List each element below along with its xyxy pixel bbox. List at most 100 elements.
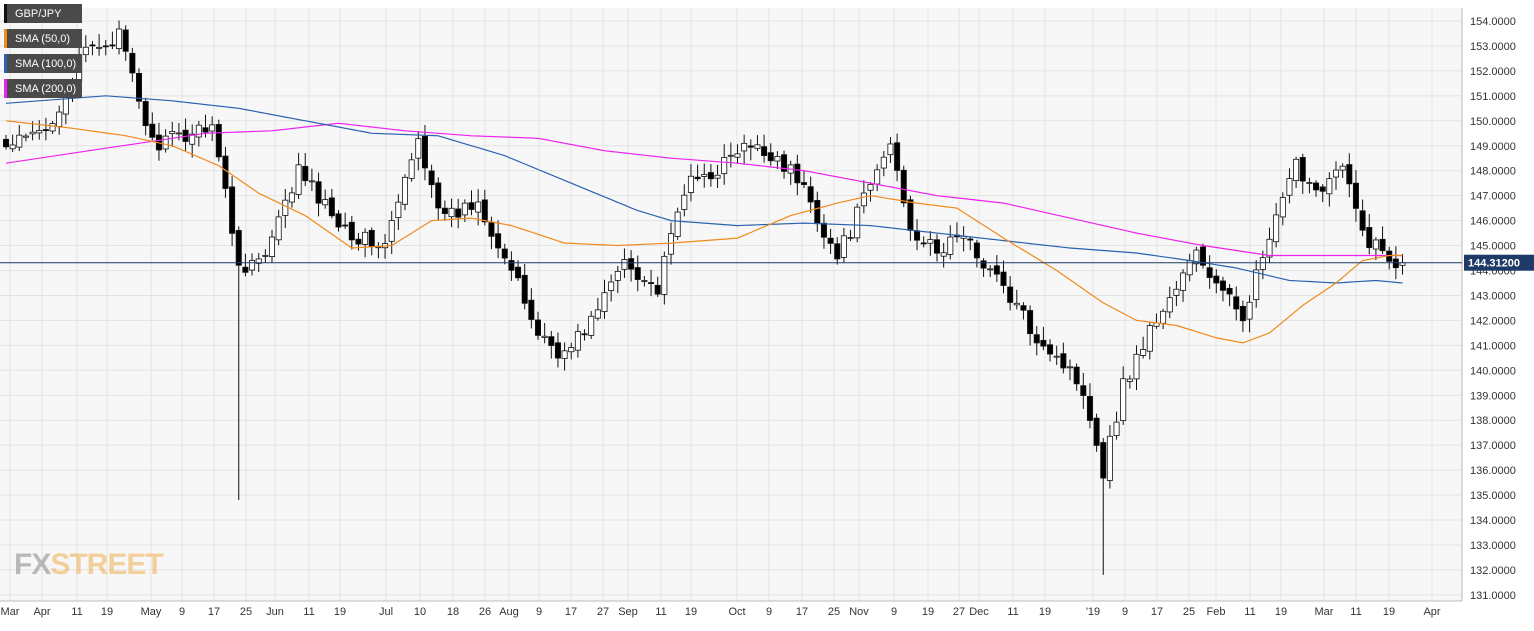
- legend-swatch-symbol: [4, 4, 7, 23]
- candle-bear: [654, 284, 661, 295]
- legend-item-sma100[interactable]: SMA (100,0): [4, 54, 83, 73]
- candle-bull: [714, 174, 721, 179]
- candle-bear: [528, 299, 535, 320]
- candle-bull: [847, 237, 854, 239]
- candle-bull: [262, 254, 269, 257]
- x-tick-label: 17: [1151, 606, 1163, 618]
- candle-bull: [82, 46, 89, 56]
- candle-bear: [468, 202, 475, 210]
- candle-bear: [907, 199, 914, 231]
- fxstreet-logo: FXSTREET: [14, 548, 164, 582]
- candle-bear: [967, 238, 974, 241]
- x-tick-label: Jun: [266, 606, 284, 618]
- candle-bear: [235, 230, 242, 266]
- candle-bull: [415, 138, 422, 159]
- candle-bear: [1379, 238, 1386, 252]
- candle-bear: [801, 182, 808, 185]
- candle-bull: [1259, 257, 1266, 270]
- candle-bear: [1366, 227, 1373, 249]
- candle-bear: [894, 142, 901, 171]
- candle-bull: [1246, 301, 1253, 320]
- x-tick-label: 27: [953, 606, 965, 618]
- candle-bear: [1100, 442, 1107, 479]
- candle-bull: [854, 206, 861, 239]
- candle-bull: [541, 335, 548, 338]
- x-tick-label: 9: [766, 606, 772, 618]
- candle-bull: [1146, 325, 1153, 352]
- candle-bear: [1047, 344, 1054, 355]
- x-tick-label: May: [141, 606, 162, 618]
- candle-bull: [475, 201, 482, 213]
- candle-bull: [1053, 355, 1060, 358]
- x-tick-label: 17: [208, 606, 220, 618]
- candle-bull: [614, 270, 621, 281]
- y-tick-label: 150.0000: [1470, 116, 1516, 128]
- y-tick-label: 139.0000: [1470, 390, 1516, 402]
- candle-bear: [827, 237, 834, 244]
- x-tick-label: 9: [536, 606, 542, 618]
- candle-bull: [1306, 182, 1313, 184]
- candle-bull: [681, 194, 688, 210]
- candle-bull: [29, 131, 36, 135]
- candle-bull: [1333, 169, 1340, 178]
- candle-bear: [1213, 275, 1220, 284]
- legend-item-sma200[interactable]: SMA (200,0): [4, 79, 83, 98]
- y-tick-label: 151.0000: [1470, 91, 1516, 103]
- x-tick-label: Apr: [33, 606, 50, 618]
- candle-bull: [1133, 353, 1140, 380]
- candle-bull: [209, 124, 216, 132]
- x-tick-label: 9: [179, 606, 185, 618]
- candle-bull: [169, 131, 176, 134]
- candle-bull: [674, 211, 681, 237]
- x-tick-label: Apr: [1423, 606, 1440, 618]
- candle-bear: [149, 123, 156, 138]
- candle-bull: [1273, 214, 1280, 243]
- y-tick-label: 132.0000: [1470, 565, 1516, 577]
- candle-bull: [940, 252, 947, 257]
- candle-bear: [348, 221, 355, 241]
- candle-bear: [1352, 182, 1359, 209]
- candle-bull: [96, 46, 103, 49]
- candle-bear: [814, 200, 821, 225]
- y-tick-label: 135.0000: [1470, 490, 1516, 502]
- candle-bear: [1233, 296, 1240, 310]
- x-tick-label: Oct: [728, 606, 745, 618]
- candle-bear: [135, 73, 142, 102]
- candle-bear: [222, 155, 229, 189]
- candle-bear: [1206, 267, 1213, 278]
- candle-bear: [1093, 417, 1100, 446]
- y-tick-label: 154.0000: [1470, 16, 1516, 28]
- candle-bull: [1279, 197, 1286, 218]
- candle-bear: [980, 260, 987, 269]
- candle-bear: [335, 213, 342, 228]
- sma-50-line: [5, 120, 1403, 344]
- x-tick-label: Jul: [379, 606, 393, 618]
- candle-bear: [89, 44, 96, 47]
- candle-bull: [1113, 421, 1120, 436]
- candle-bull: [867, 183, 874, 191]
- x-tick-label: 11: [1350, 606, 1361, 618]
- legend-item-sma50[interactable]: SMA (50,0): [4, 29, 83, 48]
- candle-bear: [3, 138, 9, 148]
- x-tick-label: 11: [1007, 606, 1018, 618]
- candle-bull: [687, 175, 694, 193]
- candle-bear: [1073, 366, 1080, 385]
- candle-bull: [927, 239, 934, 244]
- candle-bull: [255, 258, 262, 264]
- y-tick-label: 131.0000: [1470, 590, 1516, 602]
- candle-bear: [521, 274, 528, 304]
- current-price-box: [1464, 254, 1534, 271]
- candle-bull: [16, 134, 23, 148]
- candle-bull: [395, 201, 402, 218]
- candle-bear: [1319, 186, 1326, 192]
- candle-bear: [435, 182, 442, 209]
- candle-bull: [608, 281, 615, 292]
- y-tick-label: 148.0000: [1470, 166, 1516, 178]
- candle-bull: [401, 176, 408, 205]
- candle-bear: [781, 154, 788, 172]
- legend-item-symbol[interactable]: GBP/JPY: [4, 4, 83, 23]
- candle-bear: [747, 145, 754, 148]
- y-tick-label: 142.0000: [1470, 315, 1516, 327]
